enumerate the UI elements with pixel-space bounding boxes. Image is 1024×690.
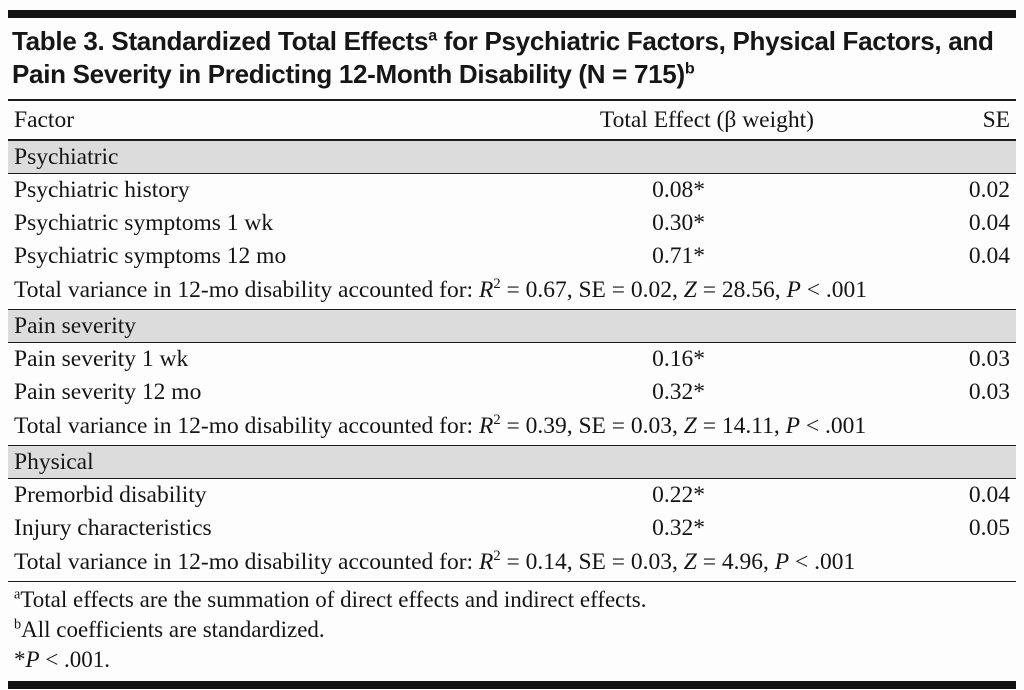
top-border-bar	[8, 10, 1016, 18]
section-label: Psychiatric	[14, 144, 119, 170]
section-header-physical: Physical	[8, 446, 1016, 479]
effect-cell: 0.71*	[652, 243, 705, 269]
effect-cell: 0.22*	[652, 482, 705, 508]
footnote-asterisk: *P < .001.	[14, 647, 111, 672]
table-row: Psychiatric history 0.08* 0.02	[8, 174, 1016, 207]
variance-row-psychiatric: Total variance in 12-mo disability accou…	[8, 273, 1016, 310]
section-header-psychiatric: Psychiatric	[8, 141, 1016, 174]
se-cell: 0.02	[968, 177, 1010, 203]
effect-cell: 0.32*	[652, 379, 705, 405]
factor-cell: Injury characteristics	[14, 515, 212, 541]
se-cell: 0.05	[968, 515, 1010, 541]
se-cell: 0.03	[968, 379, 1010, 405]
factor-cell: Psychiatric symptoms 12 mo	[14, 243, 287, 269]
table-row: Pain severity 12 mo 0.32* 0.03	[8, 376, 1016, 409]
effect-cell: 0.32*	[652, 515, 705, 541]
effect-cell: 0.08*	[652, 177, 705, 203]
variance-row-pain-severity: Total variance in 12-mo disability accou…	[8, 409, 1016, 446]
factor-cell: Pain severity 1 wk	[14, 346, 189, 372]
table-row: Injury characteristics 0.32* 0.05	[8, 512, 1016, 545]
table-row: Premorbid disability 0.22* 0.04	[8, 479, 1016, 512]
footnotes: aTotal effects are the summation of dire…	[8, 582, 1016, 675]
footnote-b: bAll coefficients are standardized.	[14, 616, 325, 642]
se-cell: 0.04	[968, 482, 1010, 508]
section-label: Physical	[14, 449, 94, 475]
footnote-a: aTotal effects are the summation of dire…	[14, 586, 647, 612]
header-se: SE	[982, 107, 1010, 133]
table-title: Table 3. Standardized Total Effectsa for…	[12, 26, 994, 89]
effects-table: Factor Total Effect (β weight) SE Psychi…	[8, 99, 1016, 582]
se-cell: 0.04	[968, 243, 1010, 269]
se-cell: 0.04	[968, 210, 1010, 236]
factor-cell: Psychiatric symptoms 1 wk	[14, 210, 274, 236]
header-factor: Factor	[14, 107, 75, 133]
table-row: Psychiatric symptoms 1 wk 0.30* 0.04	[8, 207, 1016, 240]
table-header-row: Factor Total Effect (β weight) SE	[8, 101, 1016, 141]
se-cell: 0.03	[968, 346, 1010, 372]
bottom-border-bar	[8, 681, 1016, 689]
table-row: Psychiatric symptoms 12 mo 0.71* 0.04	[8, 240, 1016, 273]
variance-row-physical: Total variance in 12-mo disability accou…	[8, 545, 1016, 582]
factor-cell: Pain severity 12 mo	[14, 379, 202, 405]
factor-cell: Premorbid disability	[14, 482, 207, 508]
table-row: Pain severity 1 wk 0.16* 0.03	[8, 343, 1016, 376]
section-header-pain-severity: Pain severity	[8, 310, 1016, 343]
header-total-effect: Total Effect (β weight)	[599, 107, 814, 133]
factor-cell: Psychiatric history	[14, 177, 190, 203]
effect-cell: 0.16*	[652, 346, 705, 372]
section-label: Pain severity	[14, 313, 137, 339]
effect-cell: 0.30*	[652, 210, 705, 236]
